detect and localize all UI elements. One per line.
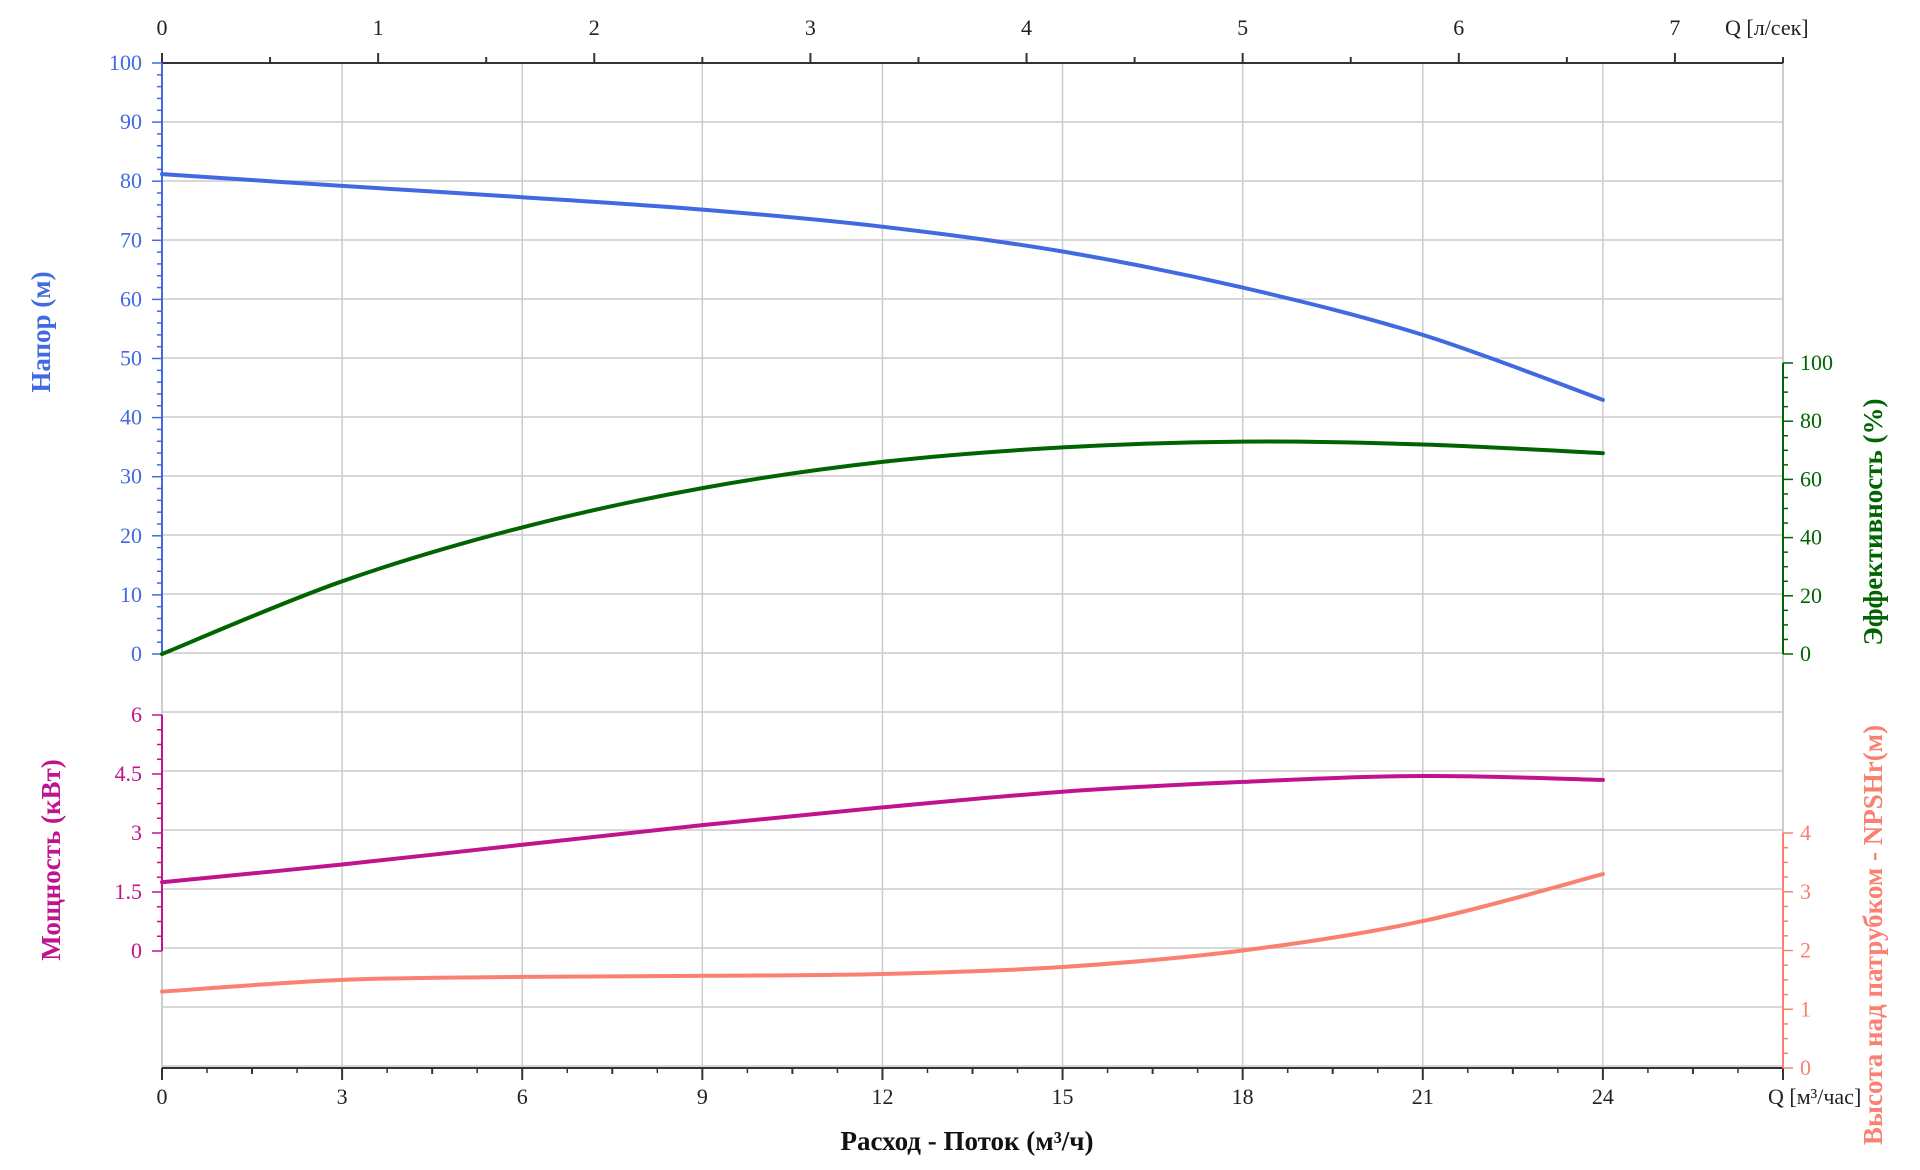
head-curve bbox=[160, 172, 1605, 402]
power-tick-label: 3 bbox=[131, 820, 142, 845]
axis-layer bbox=[152, 53, 1793, 1080]
head-tick-label: 70 bbox=[120, 227, 142, 252]
power-tick-label: 6 bbox=[131, 702, 142, 727]
x2-tick-label: 7 bbox=[1669, 15, 1680, 40]
efficiency-tick-label: 0 bbox=[1800, 641, 1811, 666]
x-tick-label: 3 bbox=[337, 1084, 348, 1109]
head-tick-label: 80 bbox=[120, 168, 142, 193]
x-tick-label: 21 bbox=[1412, 1084, 1434, 1109]
x-axis-unit-bottom: Q [м³/час] bbox=[1768, 1084, 1861, 1109]
x2-tick-label: 6 bbox=[1453, 15, 1464, 40]
efficiency-tick-label: 80 bbox=[1800, 408, 1822, 433]
x2-tick-label: 5 bbox=[1237, 15, 1248, 40]
head-tick-label: 60 bbox=[120, 286, 142, 311]
power-curve bbox=[160, 773, 1605, 885]
head-tick-label: 30 bbox=[120, 464, 142, 489]
npsh-tick-label: 1 bbox=[1800, 996, 1811, 1021]
efficiency-axis-title: Эффективность (%) bbox=[1858, 399, 1888, 646]
x-tick-label: 6 bbox=[517, 1084, 528, 1109]
efficiency-tick-label: 60 bbox=[1800, 466, 1822, 491]
x-tick-label: 24 bbox=[1592, 1084, 1614, 1109]
x-axis-unit-top: Q [л/сек] bbox=[1725, 15, 1809, 40]
npsh-tick-label: 2 bbox=[1800, 938, 1811, 963]
x2-tick-label: 3 bbox=[805, 15, 816, 40]
power-tick-label: 4.5 bbox=[115, 761, 143, 786]
label-layer: 0 3 6 9 12 15 18 21 24 Q [м³/час]Расход - Поток (… bbox=[26, 15, 1888, 1156]
power-axis-title: Мощность (кВт) bbox=[36, 759, 66, 961]
x-tick-label: 0 bbox=[157, 1084, 168, 1109]
npsh-tick-label: 3 bbox=[1800, 879, 1811, 904]
head-tick-label: 20 bbox=[120, 523, 142, 548]
head-axis-title: Напор (м) bbox=[26, 271, 56, 392]
x2-tick-label: 2 bbox=[589, 15, 600, 40]
x-tick-label: 12 bbox=[871, 1084, 893, 1109]
series-layer bbox=[160, 172, 1605, 994]
head-tick-label: 10 bbox=[120, 582, 142, 607]
power-tick-label: 0 bbox=[131, 938, 142, 963]
head-tick-label: 100 bbox=[109, 50, 142, 75]
npsh-tick-label: 4 bbox=[1800, 820, 1811, 845]
head-tick-label: 40 bbox=[120, 405, 142, 430]
x-tick-label: 15 bbox=[1052, 1084, 1074, 1109]
x-tick-label: 18 bbox=[1232, 1084, 1254, 1109]
efficiency-tick-label: 100 bbox=[1800, 350, 1833, 375]
efficiency-curve bbox=[160, 439, 1605, 656]
head-tick-label: 0 bbox=[131, 641, 142, 666]
head-tick-label: 90 bbox=[120, 109, 142, 134]
npsh-axis-title: Высота над патрубком - NPSHr(м) bbox=[1858, 725, 1888, 1145]
npsh-curve bbox=[160, 872, 1605, 994]
npsh-tick-label: 0 bbox=[1800, 1055, 1811, 1080]
x2-tick-label: 4 bbox=[1021, 15, 1032, 40]
x2-tick-label: 0 bbox=[157, 15, 168, 40]
x-axis-title: Расход - Поток (м³/ч) bbox=[840, 1126, 1093, 1156]
x-tick-label: 9 bbox=[697, 1084, 708, 1109]
power-tick-label: 1.5 bbox=[115, 879, 143, 904]
x2-tick-label: 1 bbox=[373, 15, 384, 40]
grid-layer bbox=[161, 62, 1784, 1069]
efficiency-tick-label: 20 bbox=[1800, 583, 1822, 608]
efficiency-tick-label: 40 bbox=[1800, 525, 1822, 550]
head-tick-label: 50 bbox=[120, 346, 142, 371]
